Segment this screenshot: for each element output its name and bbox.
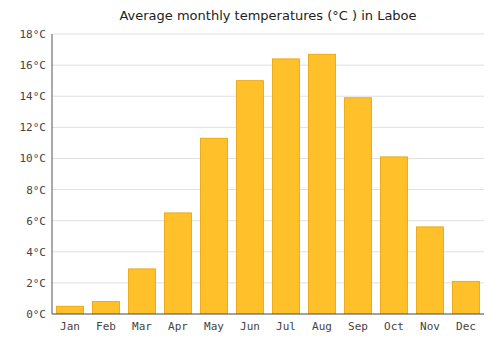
bar xyxy=(273,59,300,314)
x-axis: Jan Feb Mar Apr May Jun Jul Aug Sep Oct Nov Dec xyxy=(52,314,484,333)
x-tick-label: Sep xyxy=(348,320,368,333)
x-tick-label: Oct xyxy=(384,320,404,333)
bar xyxy=(129,269,156,314)
x-tick-label: Jan xyxy=(60,320,80,333)
chart-title: Average monthly temperatures (°C ) in La… xyxy=(119,8,416,23)
y-axis: 0°C 2°C 4°C 6°C 8°C 10°C 12°C 14°C 16°C 18°C xyxy=(20,28,53,321)
bar xyxy=(453,281,480,314)
grid-line xyxy=(52,314,484,315)
x-tick-label: Aug xyxy=(312,320,332,333)
x-axis-line xyxy=(52,314,484,315)
y-axis-line xyxy=(52,34,53,314)
y-tick-label: 0°C xyxy=(26,308,46,321)
bar xyxy=(309,54,336,314)
y-tick-label: 2°C xyxy=(26,277,46,290)
background xyxy=(0,0,500,350)
bar xyxy=(237,81,264,314)
x-tick-label: Feb xyxy=(96,320,116,333)
y-tick-label: 8°C xyxy=(26,184,46,197)
bar xyxy=(165,213,192,314)
grid-line xyxy=(52,96,484,97)
x-tick-label: Mar xyxy=(132,320,152,333)
x-tick-label: May xyxy=(204,320,224,333)
y-tick-label: 16°C xyxy=(20,59,47,72)
grid xyxy=(52,34,484,314)
y-tick-label: 6°C xyxy=(26,215,46,228)
grid-line xyxy=(52,65,484,66)
x-tick-label: Apr xyxy=(168,320,188,333)
y-tick-label: 4°C xyxy=(26,246,46,259)
grid-line xyxy=(52,127,484,128)
x-tick-label: Nov xyxy=(420,320,440,333)
grid-line xyxy=(52,220,484,221)
y-tick-label: 18°C xyxy=(20,28,47,41)
bars xyxy=(57,54,480,314)
bar xyxy=(417,227,444,314)
y-tick-label: 14°C xyxy=(20,90,47,103)
bar xyxy=(93,302,120,314)
bar xyxy=(201,138,228,314)
x-tick-label: Jul xyxy=(276,320,296,333)
chart-container: Average monthly temperatures (°C ) in La… xyxy=(0,0,500,350)
y-tick-label: 10°C xyxy=(20,152,47,165)
bar xyxy=(345,98,372,314)
grid-line xyxy=(52,158,484,159)
chart-svg: Average monthly temperatures (°C ) in La… xyxy=(0,0,500,350)
grid-line xyxy=(52,189,484,190)
bar xyxy=(57,306,84,314)
y-tick-label: 12°C xyxy=(20,121,47,134)
bar xyxy=(381,157,408,314)
grid-line xyxy=(52,34,484,35)
x-tick-label: Dec xyxy=(456,320,476,333)
x-tick-label: Jun xyxy=(240,320,260,333)
